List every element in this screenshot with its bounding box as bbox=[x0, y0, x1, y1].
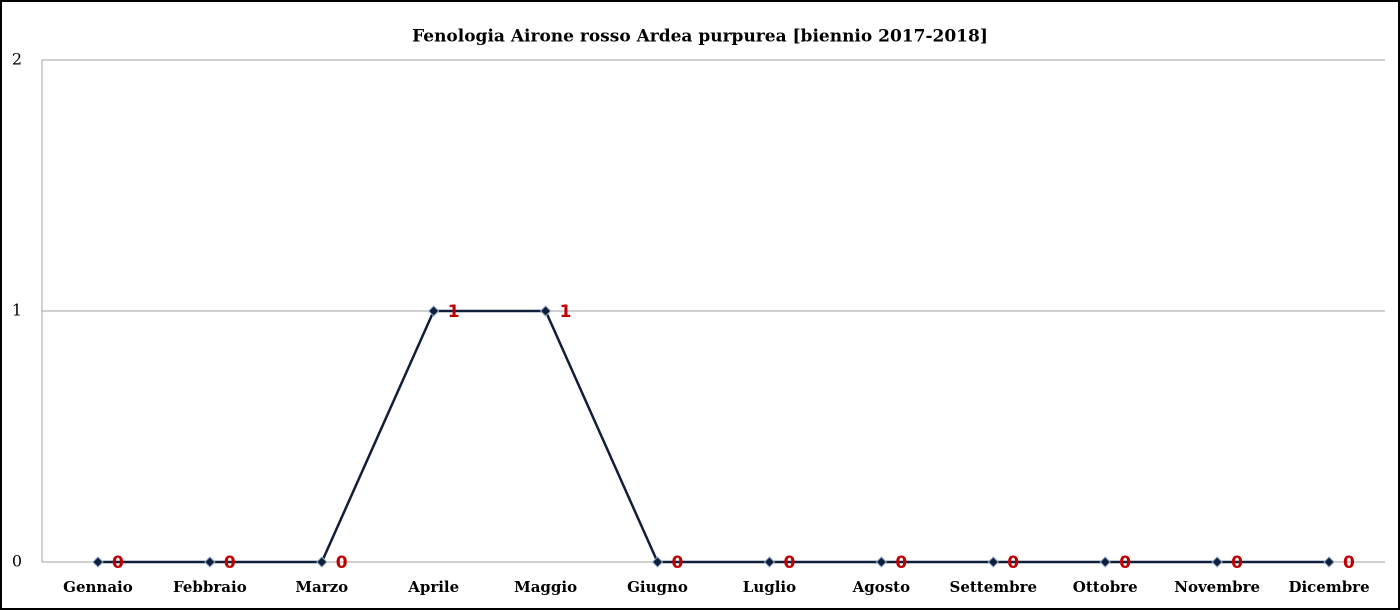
x-tick-label: Novembre bbox=[1174, 578, 1260, 596]
x-tick-label: Dicembre bbox=[1288, 578, 1369, 596]
data-label: 0 bbox=[336, 553, 348, 573]
data-label: 0 bbox=[112, 553, 124, 573]
y-tick-label: 1 bbox=[12, 301, 22, 320]
data-point bbox=[428, 305, 440, 317]
data-point bbox=[875, 556, 888, 568]
x-tick-label: Marzo bbox=[295, 578, 348, 596]
data-label: 0 bbox=[1007, 553, 1019, 573]
data-point bbox=[539, 305, 552, 317]
x-tick-label: Settembre bbox=[949, 578, 1037, 596]
y-tick-label: 2 bbox=[12, 50, 22, 69]
data-label: 1 bbox=[448, 302, 460, 322]
data-point bbox=[204, 556, 216, 568]
data-label: 0 bbox=[224, 553, 236, 573]
x-tick-label: Aprile bbox=[407, 578, 459, 596]
x-tick-label: Gennaio bbox=[63, 578, 133, 596]
y-tick-label: 0 bbox=[12, 552, 22, 571]
data-point bbox=[763, 556, 776, 568]
data-point bbox=[92, 556, 104, 568]
data-label: 0 bbox=[1119, 553, 1131, 573]
data-label: 0 bbox=[783, 553, 795, 573]
data-label: 0 bbox=[1343, 553, 1355, 573]
x-tick-label: Giugno bbox=[627, 578, 688, 596]
data-point bbox=[651, 556, 664, 568]
x-tick-label: Luglio bbox=[743, 578, 796, 596]
data-point bbox=[1323, 556, 1335, 568]
data-point bbox=[316, 556, 328, 568]
x-tick-label: Maggio bbox=[514, 578, 577, 596]
data-point bbox=[1211, 556, 1223, 568]
chart-title: Fenologia Airone rosso Ardea purpurea [b… bbox=[412, 27, 988, 47]
x-tick-label: Ottobre bbox=[1073, 578, 1138, 596]
data-label: 1 bbox=[560, 302, 572, 322]
data-point bbox=[987, 556, 999, 568]
x-tick-label: Agosto bbox=[852, 578, 911, 596]
data-label: 0 bbox=[672, 553, 684, 573]
x-tick-label: Febbraio bbox=[173, 578, 247, 596]
data-point bbox=[1099, 556, 1111, 568]
series-line bbox=[97, 309, 1330, 564]
data-label: 0 bbox=[1231, 553, 1243, 573]
data-label: 0 bbox=[895, 553, 907, 573]
